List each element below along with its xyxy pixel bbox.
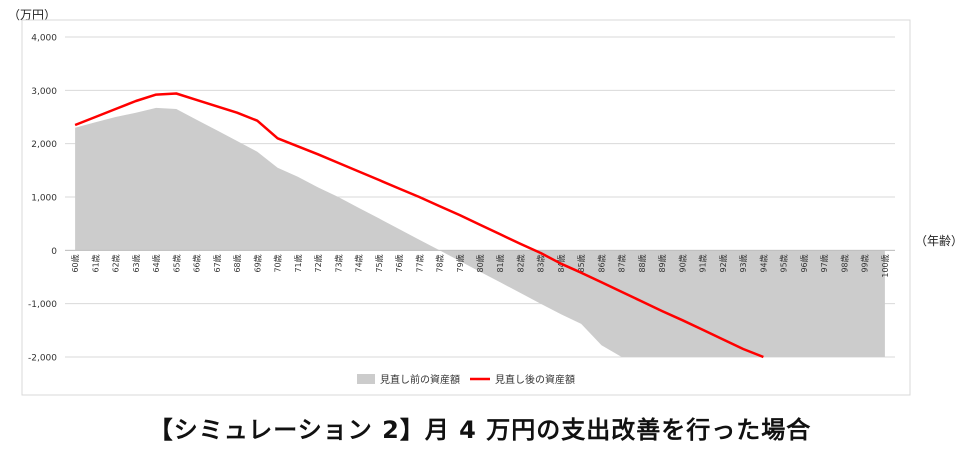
x-tick-label: 70歳 [273,254,283,272]
x-tick-label: 61歳 [90,254,100,272]
y-tick-label: 4,000 [31,34,57,44]
x-tick-label: 85歳 [576,254,586,272]
x-tick-label: 98歳 [839,254,849,272]
x-tick-label: 66歳 [192,254,202,272]
y-tick-label: -2,000 [28,354,57,364]
x-tick-label: 91歳 [698,254,708,272]
x-tick-label: 62歳 [111,254,121,272]
series-after-line [74,92,764,359]
x-tick-label: 76歳 [394,254,404,272]
x-tick-label: 75歳 [374,254,384,272]
legend-label-after: 見直し後の資産額 [495,373,575,386]
x-tick-label: 69歳 [252,254,262,272]
x-tick-label: 92歳 [718,254,728,272]
chart-caption: 【シミュレーション 2】月 4 万円の支出改善を行った場合 [148,416,812,444]
y-tick-label: 0 [51,247,57,257]
x-tick-label: 79歳 [455,254,465,272]
y-tick-label: 2,000 [31,140,57,150]
x-tick-label: 77歳 [414,254,424,272]
asset-simulation-chart: 4,000 3,000 2,000 1,000 0 -1,000 -2,000 60歳 61歳 6… [21,19,911,396]
y-tick-label: 3,000 [31,87,57,97]
x-tick-label: 87歳 [617,254,627,272]
x-tick-label: 73歳 [333,254,343,272]
x-tick-label: 74歳 [354,254,364,272]
x-axis-unit-label: （年齢） [915,234,960,248]
x-tick-label: 65歳 [171,254,181,272]
x-tick-label: 72歳 [313,254,323,272]
x-tick-label: 67歳 [212,254,222,272]
x-tick-label: 81歳 [495,254,505,272]
x-tick-label: 68歳 [232,254,242,272]
x-tick-label: 71歳 [293,254,303,272]
x-tick-label: 60歳 [70,254,80,272]
x-tick-label: 82歳 [515,254,525,272]
x-tick-label: 86歳 [596,254,606,272]
legend-label-before: 見直し前の資産額 [380,373,460,386]
x-tick-label: 97歳 [819,254,829,272]
x-tick-label: 78歳 [435,254,445,272]
y-tick-label: 1,000 [31,194,57,204]
x-tick-label: 90歳 [677,254,687,272]
legend-swatch-before [357,374,375,384]
series-before-area [75,107,885,358]
x-tick-label: 64歳 [151,254,161,272]
x-tick-label: 83歳 [536,254,546,272]
x-tick-label: 99歳 [860,254,870,272]
y-tick-label: -1,000 [28,300,57,310]
x-tick-label: 95歳 [779,254,789,272]
x-tick-label: 80歳 [475,254,485,272]
x-tick-label: 89歳 [657,254,667,272]
x-tick-label: 63歳 [131,254,141,272]
x-tick-label: 94歳 [758,254,768,272]
x-tick-label: 93歳 [738,254,748,272]
x-tick-label: 100歳 [880,254,890,277]
x-tick-label: 88歳 [637,254,647,272]
x-tick-label: 96歳 [799,254,809,272]
y-axis-unit-label: （万円） [8,8,57,22]
